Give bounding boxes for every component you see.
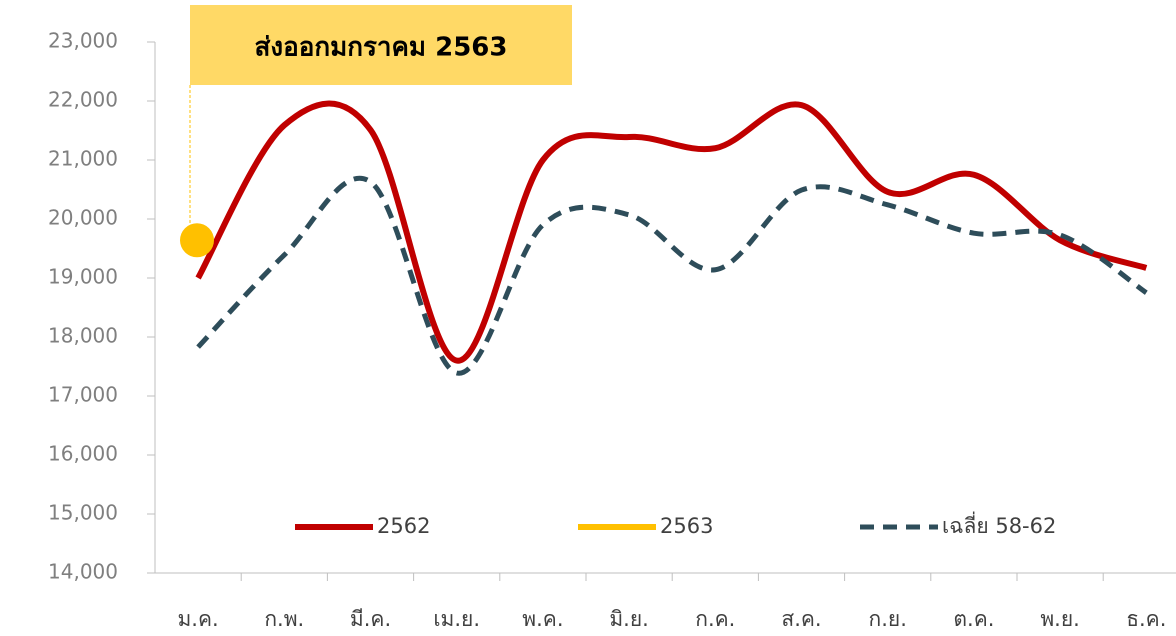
series-line	[195, 100, 1148, 364]
y-tick-label: 19,000	[48, 265, 118, 289]
x-tick-label: ส.ค.	[781, 607, 821, 631]
x-tick-label: ต.ค.	[953, 607, 994, 631]
y-tick-label: 18,000	[48, 324, 118, 348]
x-tick-label: ก.ค.	[695, 607, 735, 631]
annotation-box	[190, 5, 572, 85]
x-tick-label: เม.ย.	[433, 607, 480, 631]
y-tick-label: 15,000	[48, 501, 118, 525]
legend-label: 2563	[660, 514, 713, 538]
x-tick-label: ก.ย.	[869, 607, 907, 631]
y-tick-label: 21,000	[48, 147, 118, 171]
y-tick-label: 20,000	[48, 206, 118, 230]
legend-label: 2562	[377, 514, 430, 538]
annotation: ส่งออกมกราคม 2563	[255, 33, 508, 63]
y-tick-label: 23,000	[48, 29, 118, 53]
x-tick-label: ม.ค.	[177, 607, 218, 631]
y-tick-label: 17,000	[48, 383, 118, 407]
legend-label: เฉลี่ย 58-62	[942, 511, 1056, 538]
y-tick-label: 22,000	[48, 88, 118, 112]
x-tick-label: พ.ย.	[1040, 607, 1080, 631]
y-tick-label: 16,000	[48, 442, 118, 466]
x-tick-label: พ.ค.	[522, 607, 563, 631]
x-tick-label: มิ.ย.	[609, 607, 649, 631]
x-tick-label: มี.ค.	[350, 607, 391, 631]
series-line	[196, 175, 1148, 376]
y-tick-label: 14,000	[48, 560, 118, 584]
x-tick-label: ก.พ.	[264, 607, 304, 631]
x-tick-label: ธ.ค.	[1126, 607, 1166, 631]
point	[180, 223, 214, 258]
